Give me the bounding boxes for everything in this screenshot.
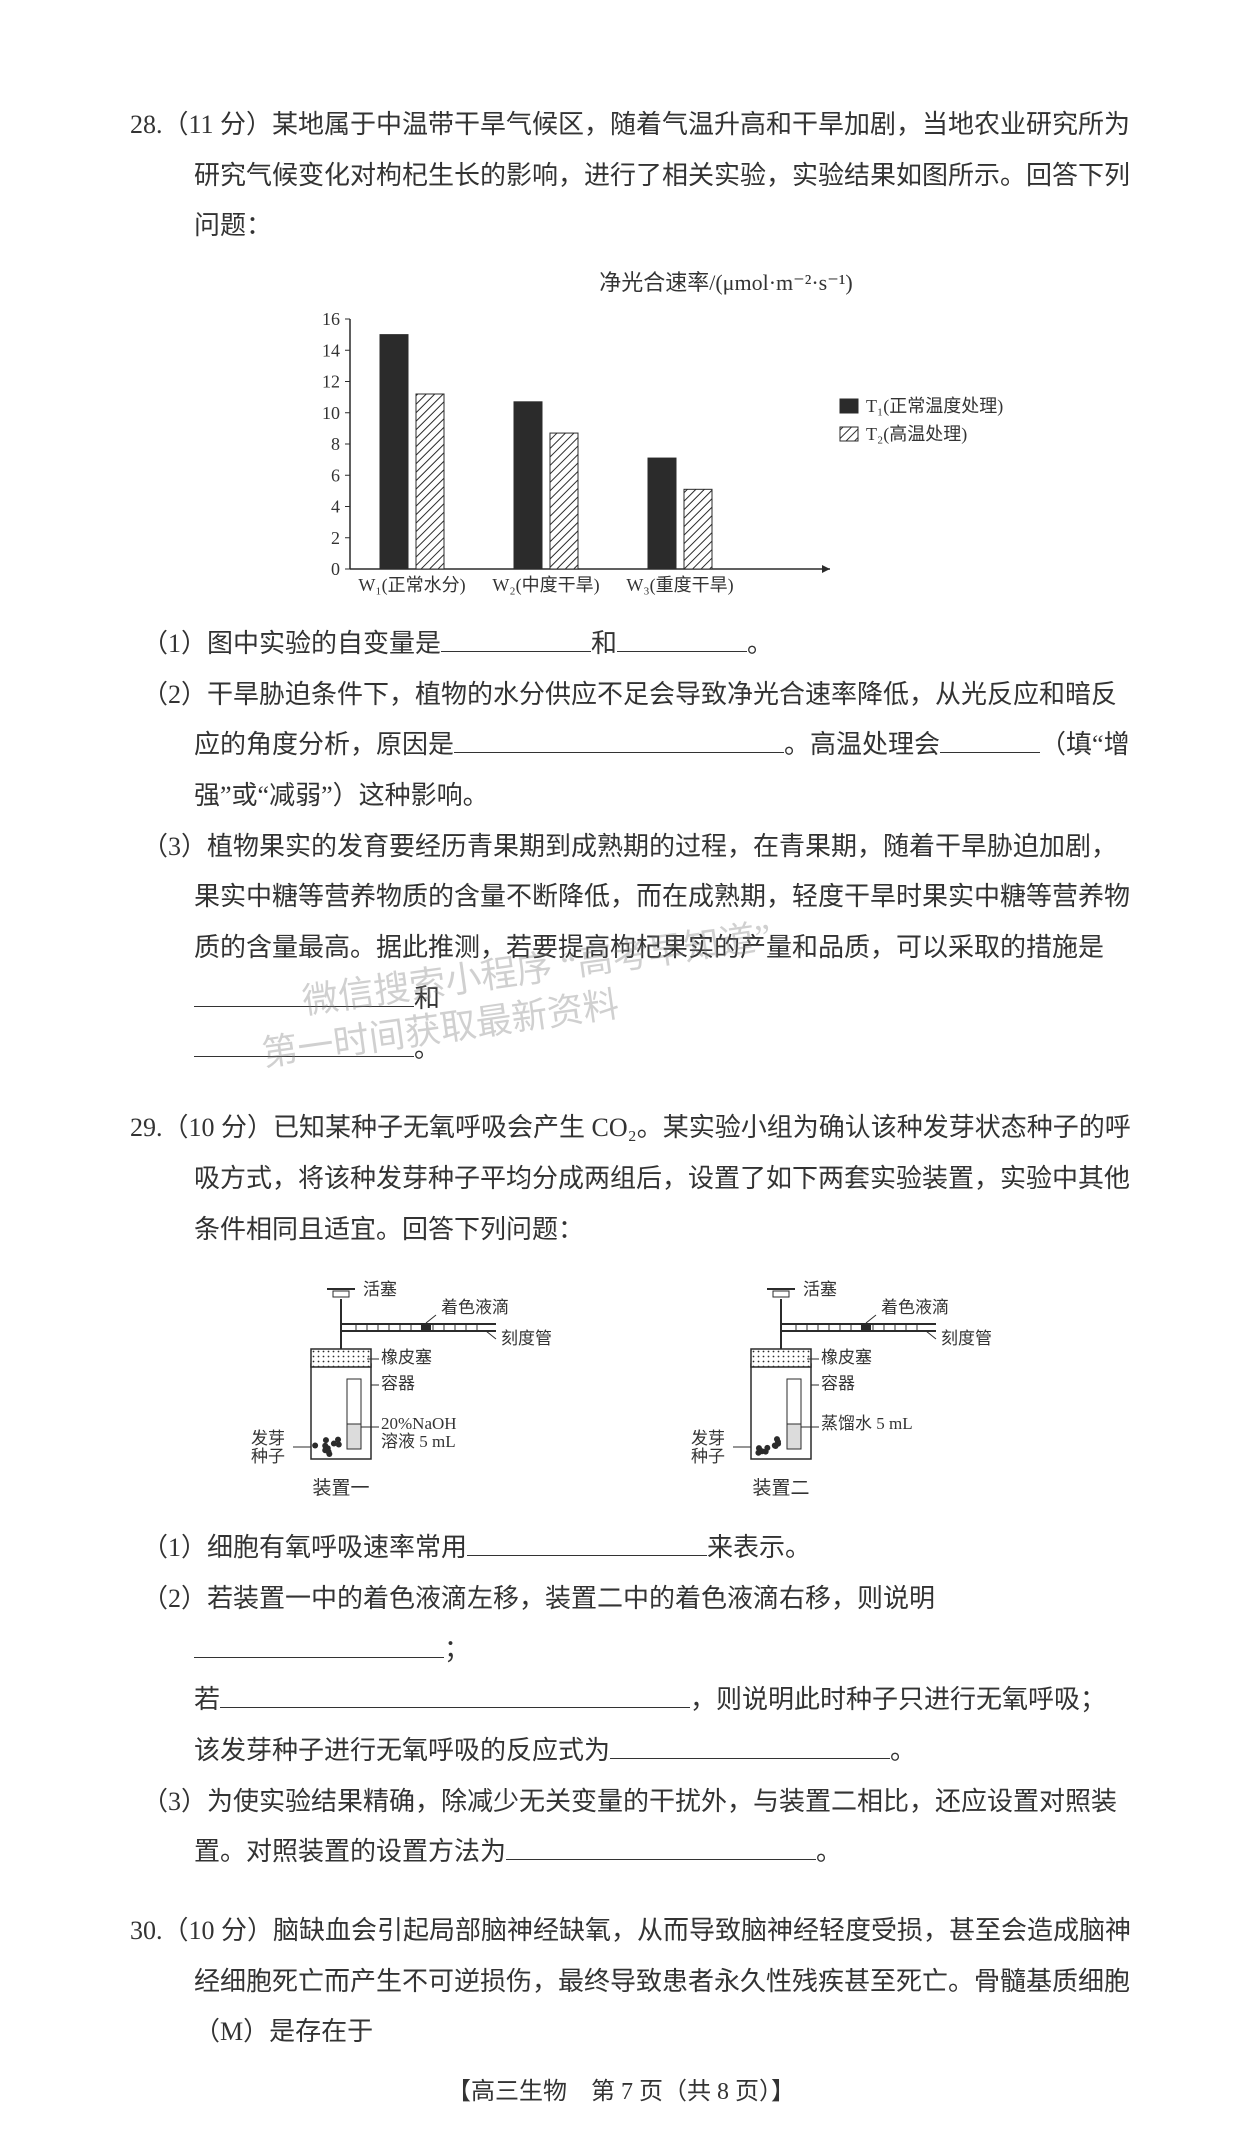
q29-p2-c: 若 <box>194 1685 220 1714</box>
q28-p1-mid: 和 <box>591 629 617 658</box>
q30-stem: 30.（10 分）脑缺血会引起局部脑神经缺氧，从而导致脑神经轻度受损，甚至会造成… <box>194 1906 1132 2058</box>
blank <box>467 1524 707 1556</box>
q28-sub2: （2）干旱胁迫条件下，植物的水分供应不足会导致净光合速率降低，从光反应和暗反应的… <box>194 670 1132 822</box>
q28-text: 某地属于中温带干旱气候区，随着气温升高和干旱加剧，当地农业研究所为研究气候变化对… <box>194 110 1130 240</box>
svg-text:蒸馏水 5 mL: 蒸馏水 5 mL <box>821 1414 913 1433</box>
chart-title: 净光合速率/(μmol·m⁻²·s⁻¹) <box>320 262 1132 305</box>
svg-text:溶液 5 mL: 溶液 5 mL <box>381 1432 456 1451</box>
svg-text:发芽: 发芽 <box>691 1429 725 1448</box>
q28-stem: 28.（11 分）某地属于中温带干旱气候区，随着气温升高和干旱加剧，当地农业研究… <box>194 100 1132 252</box>
setup1-svg: 活塞着色液滴刻度管橡皮塞容器发芽种子 20%NaOH溶液 5 mL 装置一 <box>246 1269 576 1509</box>
q29-sub3: （3）为使实验结果精确，除减少无关变量的干扰外，与装置二相比，还应设置对照装置。… <box>194 1777 1132 1878</box>
q28-p3-mid: 和 <box>414 984 440 1013</box>
q29-p2-e: 。 <box>890 1736 916 1765</box>
svg-text:着色液滴: 着色液滴 <box>881 1298 949 1317</box>
q29-sub1: （1）细胞有氧呼吸速率常用来表示。 <box>194 1523 1132 1574</box>
q28-p3-a: （3）植物果实的发育要经历青果期到成熟期的过程，在青果期，随着干旱胁迫加剧，果实… <box>142 832 1130 962</box>
q28-chart: 净光合速率/(μmol·m⁻²·s⁻¹) 0 2 4 6 8 10 12 14 16 W₁(正常水… <box>290 262 1132 609</box>
q28-number: 28. <box>130 110 163 139</box>
question-29: 29.（10 分）已知某种子无氧呼吸会产生 CO₂。某实验小组为确认该种发芽状态… <box>130 1103 1132 1878</box>
q29-sub2a: （2）若装置一中的着色液滴左移，装置二中的着色液滴右移，则说明； <box>194 1574 1132 1675</box>
q29-points: （10 分） <box>163 1113 274 1142</box>
svg-text:14: 14 <box>322 340 340 360</box>
q29-number: 29. <box>130 1113 163 1142</box>
q29-p3-b: 。 <box>816 1837 842 1866</box>
bar-chart-svg: 0 2 4 6 8 10 12 14 16 W₁(正常水分) W₂(中度干旱) W₃(重度干旱) T₁(… <box>290 309 1050 609</box>
q29-sub2b: 若，则说明此时种子只进行无氧呼吸；该发芽种子进行无氧呼吸的反应式为。 <box>194 1675 1132 1776</box>
svg-text:6: 6 <box>331 465 340 485</box>
blank <box>506 1828 816 1860</box>
q28-sub3b: 。 <box>194 1024 1132 1075</box>
q30-points: （10 分） <box>163 1916 274 1945</box>
q28-p3-end: 。 <box>414 1034 440 1063</box>
q29-diagrams: 活塞着色液滴刻度管橡皮塞容器发芽种子20%NaOH溶液 5 mL装置一 活塞着色… <box>130 1269 1132 1509</box>
q29-p1-a: （1）细胞有氧呼吸速率常用 <box>142 1533 467 1562</box>
q30-number: 30. <box>130 1916 163 1945</box>
question-28: 28.（11 分）某地属于中温带干旱气候区，随着气温升高和干旱加剧，当地农业研究… <box>130 100 1132 1075</box>
q29-text: 已知某种子无氧呼吸会产生 CO₂。某实验小组为确认该种发芽状态种子的呼吸方式，将… <box>194 1113 1131 1243</box>
svg-text:W₂(中度干旱): W₂(中度干旱) <box>492 575 599 596</box>
svg-text:0: 0 <box>331 559 340 579</box>
q28-p1-a: （1）图中实验的自变量是 <box>142 629 441 658</box>
svg-text:容器: 容器 <box>381 1374 415 1393</box>
svg-text:装置一: 装置一 <box>312 1477 369 1499</box>
svg-text:W₃(重度干旱): W₃(重度干旱) <box>626 575 733 596</box>
q28-sub3: （3）植物果实的发育要经历青果期到成熟期的过程，在青果期，随着干旱胁迫加剧，果实… <box>194 822 1132 1025</box>
svg-text:种子: 种子 <box>251 1447 285 1466</box>
svg-text:装置二: 装置二 <box>752 1477 809 1499</box>
question-30: 30.（10 分）脑缺血会引起局部脑神经缺氧，从而导致脑神经轻度受损，甚至会造成… <box>130 1906 1132 2058</box>
blank <box>194 1625 444 1657</box>
q28-points: （11 分） <box>163 110 273 139</box>
svg-text:刻度管: 刻度管 <box>501 1329 552 1348</box>
svg-text:种子: 种子 <box>691 1447 725 1466</box>
blank <box>617 620 747 652</box>
svg-text:橡皮塞: 橡皮塞 <box>381 1348 432 1367</box>
svg-text:着色液滴: 着色液滴 <box>441 1298 509 1317</box>
svg-text:20%NaOH: 20%NaOH <box>381 1414 457 1433</box>
blank <box>194 975 414 1007</box>
q30-text: 脑缺血会引起局部脑神经缺氧，从而导致脑神经轻度受损，甚至会造成脑神经细胞死亡而产… <box>194 1916 1131 2046</box>
svg-text:16: 16 <box>322 309 340 329</box>
svg-text:8: 8 <box>331 434 340 454</box>
svg-text:发芽: 发芽 <box>251 1429 285 1448</box>
blank <box>940 721 1040 753</box>
blank <box>454 721 784 753</box>
q29-p2-b: ； <box>444 1635 470 1664</box>
blank <box>194 1025 414 1057</box>
svg-text:2: 2 <box>331 528 340 548</box>
page-footer: 【高三生物 第 7 页（共 8 页）】 <box>0 2071 1242 2106</box>
svg-text:活塞: 活塞 <box>803 1280 837 1299</box>
q29-p1-b: 来表示。 <box>707 1533 811 1562</box>
setup2-svg: 活塞着色液滴刻度管橡皮塞容器发芽种子 蒸馏水 5 mL 装置二 <box>686 1269 1016 1509</box>
q29-stem: 29.（10 分）已知某种子无氧呼吸会产生 CO₂。某实验小组为确认该种发芽状态… <box>194 1103 1132 1255</box>
svg-text:T₂(高温处理): T₂(高温处理) <box>866 424 967 445</box>
blank <box>610 1727 890 1759</box>
svg-text:12: 12 <box>322 371 340 391</box>
svg-text:W₁(正常水分): W₁(正常水分) <box>358 575 465 596</box>
svg-text:活塞: 活塞 <box>363 1280 397 1299</box>
q29-p2-a: （2）若装置一中的着色液滴左移，装置二中的着色液滴右移，则说明 <box>142 1584 935 1613</box>
exam-page: 28.（11 分）某地属于中温带干旱气候区，随着气温升高和干旱加剧，当地农业研究… <box>0 0 1242 2146</box>
svg-text:刻度管: 刻度管 <box>941 1329 992 1348</box>
svg-text:10: 10 <box>322 403 340 423</box>
svg-text:4: 4 <box>331 496 340 516</box>
q28-sub1: （1）图中实验的自变量是和。 <box>194 619 1132 670</box>
blank <box>441 620 591 652</box>
blank <box>220 1676 690 1708</box>
q28-p2-b: 。高温处理会 <box>784 730 940 759</box>
q28-p1-end: 。 <box>747 629 773 658</box>
svg-text:T₁(正常温度处理): T₁(正常温度处理) <box>866 396 1003 417</box>
svg-text:橡皮塞: 橡皮塞 <box>821 1348 872 1367</box>
svg-text:容器: 容器 <box>821 1374 855 1393</box>
